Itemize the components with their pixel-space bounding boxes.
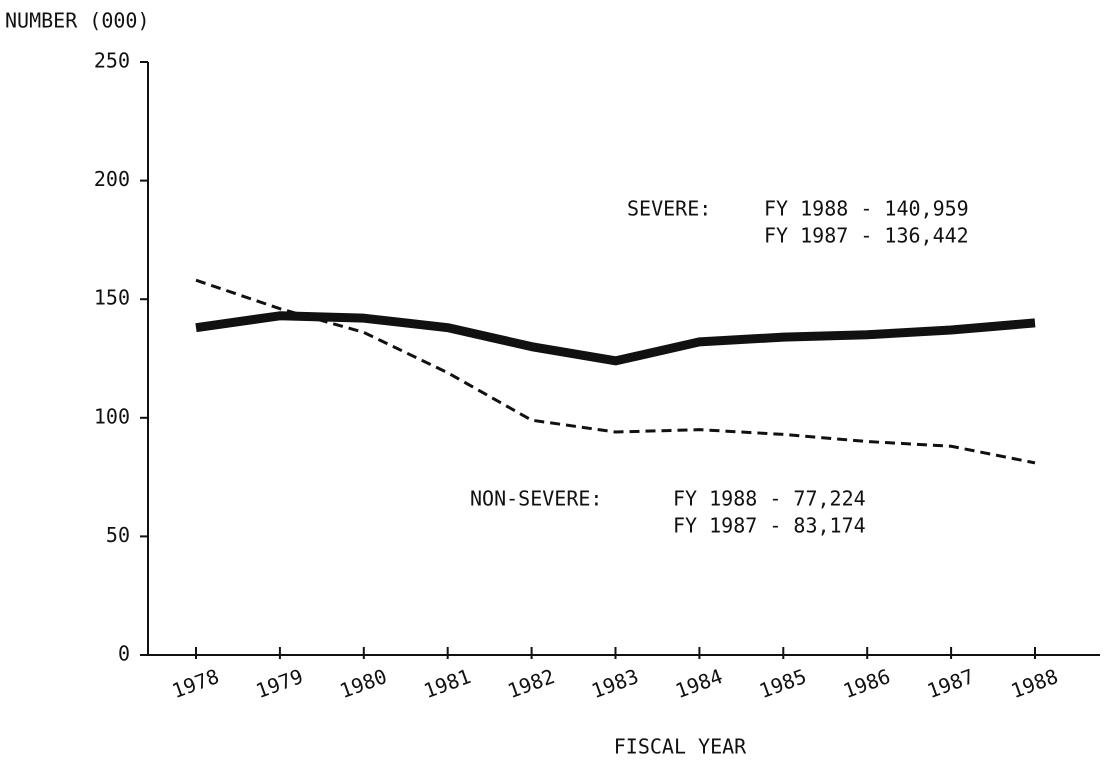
y-tick-label: 0	[118, 642, 130, 666]
annotation-line: FY 1987 - 136,442	[764, 224, 969, 248]
series-line	[195, 311, 1036, 366]
x-tick-label: 1982	[504, 664, 557, 703]
x-tick-label: 1988	[1008, 664, 1061, 703]
y-tick-label: 200	[94, 167, 130, 191]
annotation-label: NON-SEVERE:	[470, 487, 602, 511]
x-tick-label: 1979	[253, 664, 306, 703]
x-tick-label: 1986	[840, 664, 893, 703]
annotation-line: FY 1988 - 77,224	[673, 487, 866, 511]
y-tick-label: 250	[94, 49, 130, 73]
annotation-line: FY 1987 - 83,174	[673, 514, 866, 538]
x-tick-label: 1978	[169, 664, 222, 703]
series-line	[195, 278, 1036, 465]
y-tick-label: 150	[94, 286, 130, 310]
x-tick-label: 1983	[588, 664, 641, 703]
x-tick-label: 1987	[924, 664, 977, 703]
x-tick-label: 1985	[756, 664, 809, 703]
y-axis-title: NUMBER (000)	[5, 9, 150, 33]
x-tick-label: 1984	[672, 664, 725, 703]
y-tick-label: 100	[94, 404, 130, 428]
y-tick-label: 50	[106, 523, 130, 547]
x-axis-title: FISCAL YEAR	[614, 735, 747, 759]
annotation-label: SEVERE:	[627, 197, 711, 221]
annotation-line: FY 1988 - 140,959	[764, 197, 969, 221]
x-tick-label: 1980	[337, 664, 390, 703]
x-tick-label: 1981	[420, 664, 473, 703]
